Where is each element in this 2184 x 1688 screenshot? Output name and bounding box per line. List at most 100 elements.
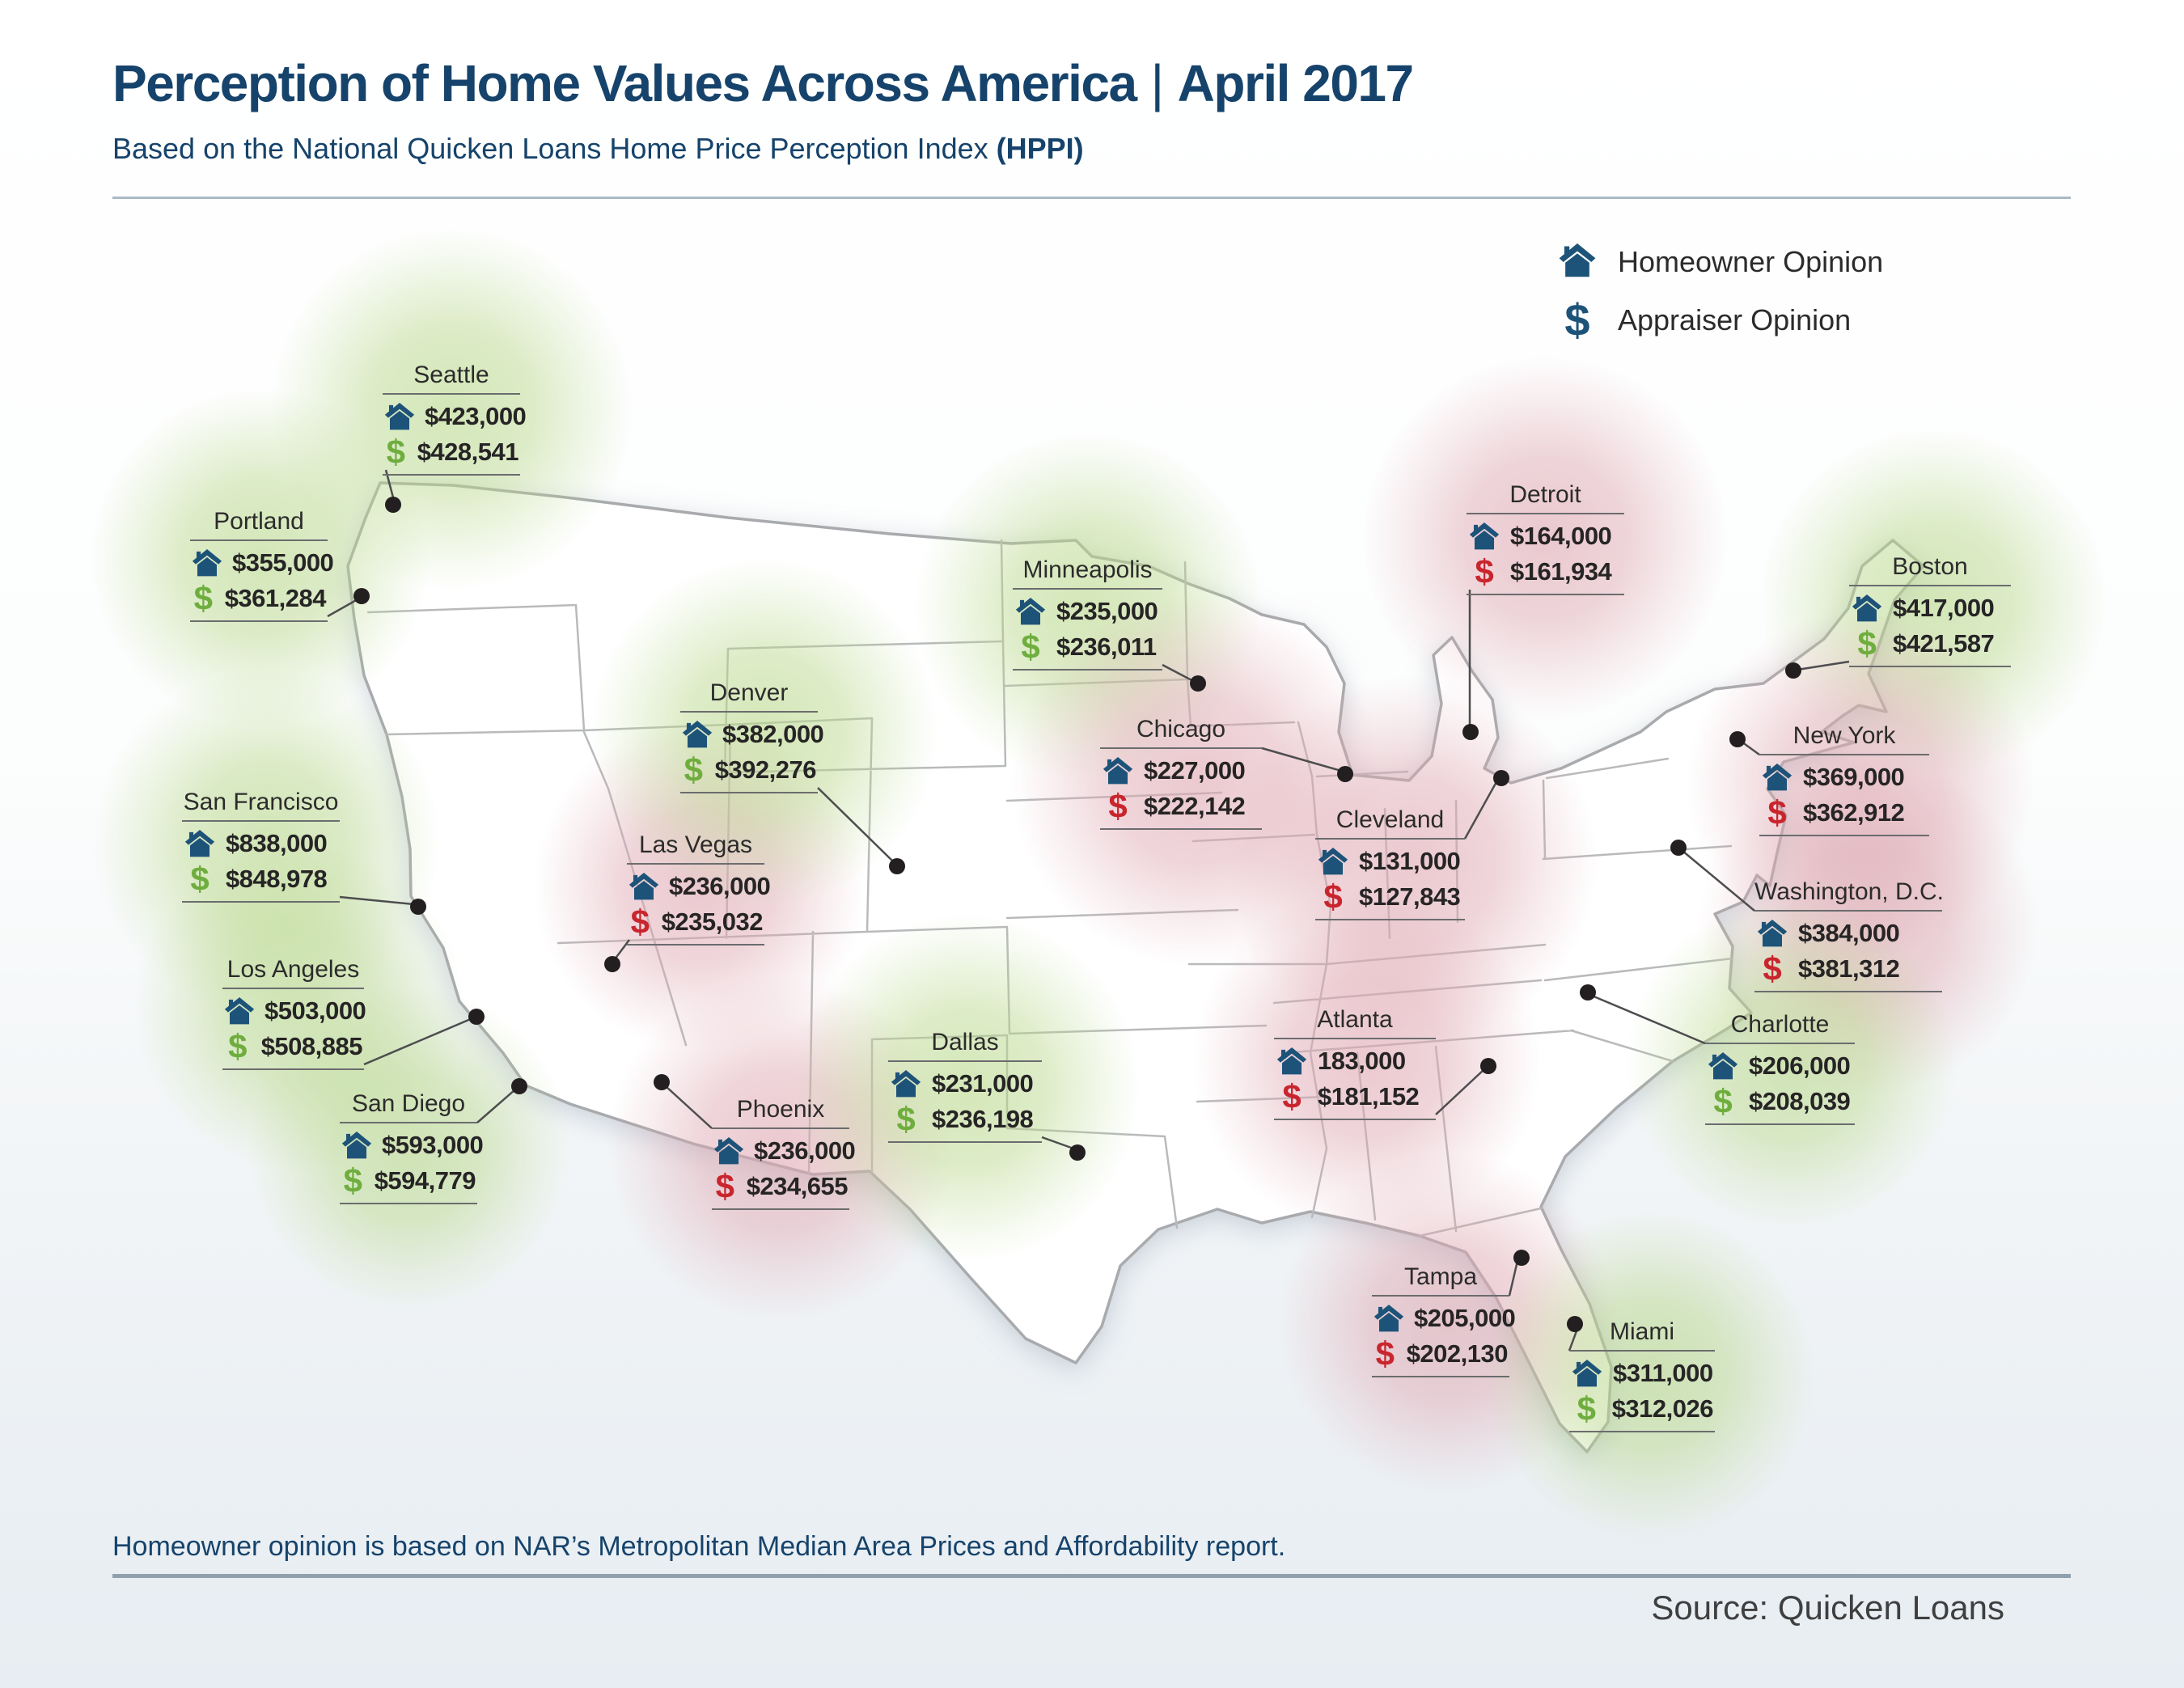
leader-line-denver xyxy=(817,787,895,863)
legend-item-homeowner: Homeowner Opinion xyxy=(1555,239,1883,285)
city-values: $236,000 $ $234,655 xyxy=(712,1129,856,1210)
appraiser-row: $ $428,541 xyxy=(384,433,519,472)
city-values: $231,000 $ $236,198 xyxy=(888,1062,1042,1143)
city-dot-las-vegas xyxy=(604,956,620,972)
city-dot-tampa xyxy=(1513,1250,1530,1266)
dollar-icon: $ xyxy=(1763,950,1782,988)
homeowner-value: $838,000 xyxy=(226,829,328,857)
homeowner-value: $131,000 xyxy=(1359,847,1461,875)
city-name: Atlanta xyxy=(1274,1006,1436,1039)
city-values: $355,000 $ $361,284 xyxy=(190,541,334,622)
appraiser-value: $235,032 xyxy=(661,907,764,936)
subtitle-bold: (HPPI) xyxy=(996,132,1084,166)
appraiser-value: $594,779 xyxy=(374,1166,476,1195)
dollar-icon: $ xyxy=(386,433,406,472)
city-values: $838,000 $ $848,978 xyxy=(182,822,340,903)
city-name: Seattle xyxy=(383,362,520,395)
house-icon xyxy=(1276,1047,1308,1075)
leader-line-san-diego xyxy=(476,1089,516,1123)
city-label-seattle: Seattle $423,000 $ $428,541 xyxy=(383,362,527,476)
appraiser-value: $161,934 xyxy=(1510,557,1612,586)
city-name: Boston xyxy=(1849,553,2011,586)
appraiser-row: $ $392,276 xyxy=(682,753,817,787)
leader-line-phoenix xyxy=(665,1085,713,1129)
city-label-charlotte: Charlotte $206,000 $ $208,039 xyxy=(1705,1011,1855,1125)
city-values: $205,000 $ $202,130 xyxy=(1372,1297,1516,1377)
header-divider xyxy=(112,197,2071,199)
appraiser-value: $222,142 xyxy=(1144,792,1246,820)
house-icon xyxy=(713,1137,744,1165)
homeowner-value: $235,000 xyxy=(1056,597,1158,625)
city-label-chicago: Chicago $227,000 $ $222,142 xyxy=(1100,716,1262,830)
city-dot-seattle xyxy=(385,497,401,513)
city-dot-charlotte xyxy=(1580,984,1596,1001)
city-values: $382,000 $ $392,276 xyxy=(680,713,824,793)
homeowner-row: $355,000 xyxy=(192,548,334,578)
city-blob-portland xyxy=(91,388,430,728)
city-values: $311,000 $ $312,026 xyxy=(1569,1352,1715,1432)
city-label-minneapolis: Minneapolis $235,000 $ $236,011 xyxy=(1013,556,1162,671)
appraiser-row: $ $181,152 xyxy=(1276,1080,1434,1114)
appraiser-row: $ $208,039 xyxy=(1707,1085,1853,1119)
homeowner-value: $503,000 xyxy=(265,996,366,1025)
title-separator: | xyxy=(1150,54,1165,112)
city-name: Chicago xyxy=(1100,716,1262,749)
homeowner-value: $227,000 xyxy=(1144,756,1246,785)
dollar-icon: $ xyxy=(228,1027,248,1066)
source-credit: Source: Quicken Loans xyxy=(1651,1589,2004,1627)
appraiser-value: $508,885 xyxy=(260,1032,363,1060)
city-values: $423,000 $ $428,541 xyxy=(383,395,527,476)
appraiser-value: $428,541 xyxy=(417,438,519,466)
homeowner-value: $369,000 xyxy=(1803,763,1905,791)
leader-line-tampa xyxy=(1508,1260,1519,1297)
house-icon xyxy=(341,1132,372,1159)
dollar-icon: $ xyxy=(1021,628,1040,666)
page-title: Perception of Home Values Across America… xyxy=(112,54,2071,112)
appraiser-value: $392,276 xyxy=(714,755,817,784)
city-values: $369,000 $ $362,912 xyxy=(1759,755,1929,836)
city-dot-chicago xyxy=(1337,766,1353,782)
city-values: $384,000 $ $381,312 xyxy=(1754,912,1942,992)
city-values: $164,000 $ $161,934 xyxy=(1467,514,1624,595)
city-dot-new-york xyxy=(1729,731,1746,747)
leader-line-chicago xyxy=(1261,747,1342,772)
leader-line-washington-d-c xyxy=(1682,850,1755,912)
appraiser-row: $ $381,312 xyxy=(1756,950,1941,988)
homeowner-row: $384,000 xyxy=(1756,918,1941,949)
homeowner-value: $206,000 xyxy=(1749,1051,1851,1080)
house-icon xyxy=(1571,1360,1603,1387)
leader-line-new-york xyxy=(1741,740,1760,756)
city-values: 183,000 $ $181,152 xyxy=(1274,1039,1436,1120)
appraiser-value: $848,978 xyxy=(226,865,328,893)
homeowner-value: $311,000 xyxy=(1613,1359,1713,1387)
homeowner-row: $236,000 xyxy=(629,871,771,902)
appraiser-row: $ $312,026 xyxy=(1571,1390,1714,1428)
dollar-icon: $ xyxy=(1577,1390,1597,1428)
city-name: Portland xyxy=(190,508,328,541)
city-dot-atlanta xyxy=(1480,1058,1496,1074)
homeowner-value: $205,000 xyxy=(1414,1304,1516,1332)
city-blob-dallas xyxy=(793,914,1141,1262)
legend-item-appraiser: $ Appraiser Opinion xyxy=(1555,298,1883,343)
house-icon xyxy=(1707,1052,1739,1080)
city-dots xyxy=(353,497,1801,1332)
homeowner-value: $417,000 xyxy=(1893,594,1995,622)
city-name: Washington, D.C. xyxy=(1754,878,1944,912)
city-label-tampa: Tampa $205,000 $ $202,130 xyxy=(1372,1263,1516,1377)
appraiser-row: $ $848,978 xyxy=(184,862,338,896)
appraiser-row: $ $236,011 xyxy=(1014,628,1161,666)
house-icon xyxy=(682,721,713,748)
homeowner-row: $227,000 xyxy=(1102,755,1260,786)
homeowner-value: 183,000 xyxy=(1318,1047,1406,1075)
city-blob-san-diego xyxy=(247,987,570,1310)
homeowner-row: $369,000 xyxy=(1761,762,1928,793)
appraiser-row: $ $236,198 xyxy=(890,1102,1040,1136)
homeowner-row: $503,000 xyxy=(224,996,366,1026)
legend: Homeowner Opinion $ Appraiser Opinion xyxy=(1555,239,1883,343)
appraiser-row: $ $234,655 xyxy=(713,1170,849,1204)
city-dot-minneapolis xyxy=(1190,675,1206,692)
city-label-boston: Boston $417,000 $ $421,587 xyxy=(1849,553,2011,667)
city-label-los-angeles: Los Angeles $503,000 $ $508,885 xyxy=(222,956,366,1070)
appraiser-value: $362,912 xyxy=(1803,798,1905,827)
